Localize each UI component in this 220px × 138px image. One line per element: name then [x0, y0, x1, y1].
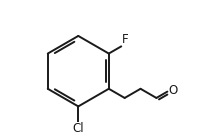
- Text: F: F: [122, 33, 128, 46]
- Text: O: O: [169, 84, 178, 97]
- Text: Cl: Cl: [72, 122, 84, 135]
